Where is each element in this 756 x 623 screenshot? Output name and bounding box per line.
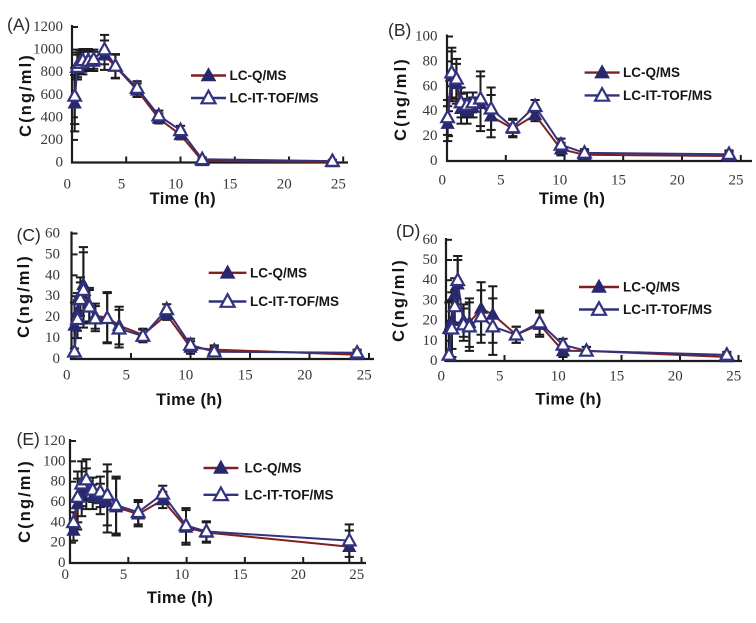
svg-text:LC-Q/MS: LC-Q/MS — [623, 280, 680, 295]
svg-text:1200: 1200 — [33, 19, 63, 35]
svg-text:400: 400 — [41, 109, 64, 125]
svg-text:0: 0 — [430, 153, 438, 169]
svg-text:120: 120 — [43, 433, 66, 449]
svg-text:15: 15 — [611, 173, 626, 189]
svg-text:15: 15 — [609, 369, 624, 385]
svg-text:Time (h): Time (h) — [147, 589, 213, 607]
svg-text:60: 60 — [45, 226, 60, 242]
svg-text:(E): (E) — [17, 429, 40, 449]
svg-text:0: 0 — [437, 369, 445, 385]
svg-text:0: 0 — [53, 351, 61, 367]
svg-text:40: 40 — [45, 267, 60, 283]
svg-text:C(ng/ml): C(ng/ml) — [15, 254, 33, 338]
svg-text:20: 20 — [423, 313, 438, 329]
svg-text:60: 60 — [423, 78, 438, 94]
svg-text:100: 100 — [415, 29, 438, 45]
svg-text:20: 20 — [668, 369, 683, 385]
svg-text:0: 0 — [63, 177, 71, 193]
svg-text:80: 80 — [51, 474, 66, 490]
svg-text:5: 5 — [120, 567, 128, 583]
svg-text:0: 0 — [56, 155, 64, 171]
svg-text:C(ng/ml): C(ng/ml) — [392, 57, 410, 141]
svg-text:25: 25 — [331, 177, 346, 193]
svg-text:40: 40 — [423, 103, 438, 119]
svg-text:50: 50 — [45, 246, 60, 262]
svg-text:10: 10 — [552, 173, 567, 189]
svg-text:50: 50 — [423, 252, 438, 268]
svg-text:10: 10 — [168, 177, 183, 193]
svg-text:0: 0 — [58, 555, 66, 571]
svg-text:Time (h): Time (h) — [150, 190, 216, 208]
svg-text:(B): (B) — [388, 20, 411, 40]
svg-text:(C): (C) — [17, 225, 41, 245]
svg-text:60: 60 — [51, 494, 66, 510]
svg-text:10: 10 — [45, 330, 60, 346]
svg-text:LC-IT-TOF/MS: LC-IT-TOF/MS — [230, 91, 319, 106]
svg-text:30: 30 — [423, 292, 438, 308]
svg-text:80: 80 — [423, 53, 438, 69]
svg-text:5: 5 — [118, 177, 126, 193]
svg-text:60: 60 — [423, 232, 438, 248]
svg-text:20: 20 — [670, 173, 685, 189]
svg-text:600: 600 — [41, 87, 64, 103]
svg-text:0: 0 — [63, 368, 71, 384]
svg-text:200: 200 — [41, 132, 64, 148]
svg-text:LC-IT-TOF/MS: LC-IT-TOF/MS — [245, 487, 334, 502]
svg-text:100: 100 — [43, 453, 66, 469]
svg-text:30: 30 — [45, 288, 60, 304]
svg-text:5: 5 — [496, 369, 504, 385]
svg-text:10: 10 — [551, 369, 566, 385]
svg-text:LC-Q/MS: LC-Q/MS — [245, 461, 302, 476]
svg-text:C(ng/ml): C(ng/ml) — [16, 459, 34, 543]
svg-text:Time (h): Time (h) — [539, 190, 605, 208]
svg-text:25: 25 — [349, 567, 364, 583]
svg-text:Time (h): Time (h) — [535, 391, 601, 409]
svg-text:0: 0 — [430, 353, 438, 369]
svg-text:10: 10 — [174, 567, 189, 583]
svg-text:40: 40 — [423, 272, 438, 288]
svg-text:5: 5 — [497, 173, 505, 189]
svg-text:C(ng/ml): C(ng/ml) — [390, 258, 408, 342]
svg-text:Time (h): Time (h) — [156, 391, 222, 409]
svg-text:0: 0 — [61, 567, 69, 583]
svg-text:40: 40 — [51, 514, 66, 530]
svg-text:15: 15 — [222, 177, 237, 193]
svg-text:20: 20 — [51, 535, 66, 551]
svg-text:20: 20 — [45, 309, 60, 325]
svg-text:LC-IT-TOF/MS: LC-IT-TOF/MS — [623, 88, 712, 103]
svg-text:20: 20 — [291, 567, 306, 583]
svg-text:(D): (D) — [396, 221, 420, 241]
svg-text:LC-IT-TOF/MS: LC-IT-TOF/MS — [250, 294, 339, 309]
svg-text:LC-Q/MS: LC-Q/MS — [623, 65, 680, 80]
svg-text:0: 0 — [438, 173, 446, 189]
svg-text:20: 20 — [423, 128, 438, 144]
svg-text:25: 25 — [729, 173, 744, 189]
svg-text:25: 25 — [357, 368, 372, 384]
svg-text:20: 20 — [277, 177, 292, 193]
svg-text:LC-IT-TOF/MS: LC-IT-TOF/MS — [623, 302, 712, 317]
svg-text:20: 20 — [297, 368, 312, 384]
svg-text:C(ng/ml): C(ng/ml) — [17, 53, 35, 137]
svg-text:10: 10 — [178, 368, 193, 384]
svg-text:LC-Q/MS: LC-Q/MS — [250, 265, 307, 280]
svg-text:(A): (A) — [7, 15, 30, 35]
svg-text:25: 25 — [726, 369, 741, 385]
svg-text:10: 10 — [423, 333, 438, 349]
svg-text:5: 5 — [122, 368, 130, 384]
svg-text:15: 15 — [238, 368, 253, 384]
svg-text:LC-Q/MS: LC-Q/MS — [230, 68, 287, 83]
svg-text:15: 15 — [233, 567, 248, 583]
svg-text:1000: 1000 — [33, 42, 63, 58]
svg-text:800: 800 — [41, 64, 64, 80]
